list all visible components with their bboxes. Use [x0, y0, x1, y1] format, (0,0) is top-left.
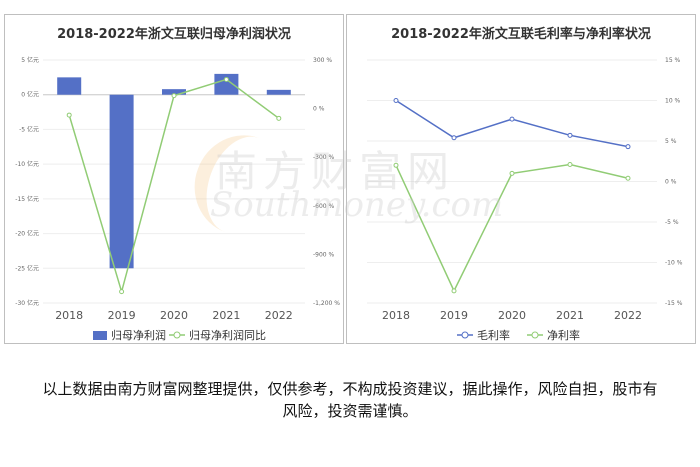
- series-1-point-2019: [451, 288, 457, 294]
- x-tick-label: 2021: [556, 309, 584, 322]
- y-left-tick-label: -5 亿元: [19, 125, 39, 133]
- profit-chart-panel: 2018-2022年浙文互联归母净利润状况 5 亿元 0 亿元 -5 亿元 -10 亿…: [4, 14, 344, 344]
- x-tick-label: 2022: [614, 309, 642, 322]
- x-tick-label: 2018: [382, 309, 410, 322]
- series-0-point-2021: [567, 132, 573, 138]
- watermark-en: Southmoney.com: [210, 185, 504, 225]
- series-0-point-2020: [509, 116, 515, 122]
- profit-chart-svg: 5 亿元 0 亿元 -5 亿元 -10 亿元 -15 亿元 -20 亿元 -25 亿元 -30…: [15, 56, 340, 342]
- y-right-tick-label: -10 %: [665, 260, 683, 267]
- y-left-tick-label: -30 亿元: [15, 299, 39, 307]
- yoy-point-2019: [119, 289, 125, 295]
- bar-2018: [57, 77, 82, 95]
- y-right-tick-label: -1,200 %: [313, 300, 340, 307]
- x-tick-label: 2021: [212, 309, 240, 322]
- legend-label-bar: 归母净利润: [111, 328, 166, 342]
- y-right-tick-label: 5 %: [665, 138, 677, 145]
- y-right-tick-label: 0 %: [665, 179, 677, 186]
- legend-marker-1: [531, 331, 539, 339]
- y-right-tick-label: -300 %: [313, 154, 335, 161]
- y-right-tick-label: 15 %: [665, 57, 681, 64]
- series-0-point-2019: [451, 135, 457, 141]
- legend-label-0: 毛利率: [477, 328, 510, 342]
- series-1-point-2022: [625, 175, 631, 181]
- series-0-point-2018: [393, 98, 399, 103]
- y-right-tick-label: 10 %: [665, 98, 681, 105]
- legend-label-1: 净利率: [547, 328, 580, 342]
- y-right-tick-label: 300 %: [313, 57, 332, 64]
- legend-marker-0: [461, 331, 469, 339]
- y-right-tick-label: -5 %: [665, 219, 679, 226]
- x-tick-label: 2020: [160, 309, 188, 322]
- y-left-tick-label: -25 亿元: [15, 264, 39, 272]
- bar-2021: [214, 73, 239, 95]
- bar-2019: [109, 94, 134, 269]
- y-left-tick-label: 5 亿元: [21, 56, 39, 64]
- x-tick-label: 2019: [440, 309, 468, 322]
- x-tick-label: 2020: [498, 309, 526, 322]
- disclaimer-text: 以上数据由南方财富网整理提供，仅供参考，不构成投资建议，据此操作，风险自担，股市…: [42, 380, 658, 420]
- y-left-tick-label: -10 亿元: [15, 160, 39, 168]
- yoy-point-2020: [171, 93, 177, 99]
- x-tick-label: 2022: [265, 309, 293, 322]
- margin-chart-title: 2018-2022年浙文互联毛利率与净利率状况: [391, 27, 651, 42]
- yoy-point-2021: [223, 76, 229, 82]
- legend-label-line: 归母净利润同比: [189, 328, 266, 342]
- y-left-tick-label: -15 亿元: [15, 195, 39, 203]
- series-0-point-2022: [625, 144, 631, 150]
- y-right-tick-label: -15 %: [665, 300, 683, 307]
- series-1-point-2021: [567, 161, 573, 167]
- y-right-tick-label: 0 %: [313, 106, 325, 113]
- legend-swatch-line-marker: [173, 331, 181, 339]
- margin-chart-svg: 15 % 10 % 5 % 0 % -5 % -10 % -15 % 2018 2019 2020…: [367, 57, 683, 342]
- profit-chart-title: 2018-2022年浙文互联归母净利润状况: [57, 27, 291, 42]
- x-tick-label: 2019: [108, 309, 136, 322]
- bar-2020: [162, 89, 186, 95]
- bar-2022: [266, 89, 291, 95]
- x-tick-label: 2018: [55, 309, 83, 322]
- series-1-point-2018: [393, 162, 399, 168]
- y-left-tick-label: -20 亿元: [15, 230, 39, 238]
- y-left-tick-label: 0 亿元: [21, 91, 39, 99]
- yoy-point-2022: [276, 115, 282, 121]
- series-1-point-2020: [509, 170, 515, 176]
- yoy-point-2018: [66, 112, 72, 118]
- y-right-tick-label: -900 %: [313, 251, 335, 258]
- margin-chart-panel: 2018-2022年浙文互联毛利率与净利率状况 15 % 10 % 5 % 0 % -5…: [346, 14, 696, 344]
- y-right-tick-label: -600 %: [313, 203, 335, 210]
- watermark-cn: 南方财富网: [215, 147, 456, 196]
- legend-swatch-bar: [93, 331, 107, 340]
